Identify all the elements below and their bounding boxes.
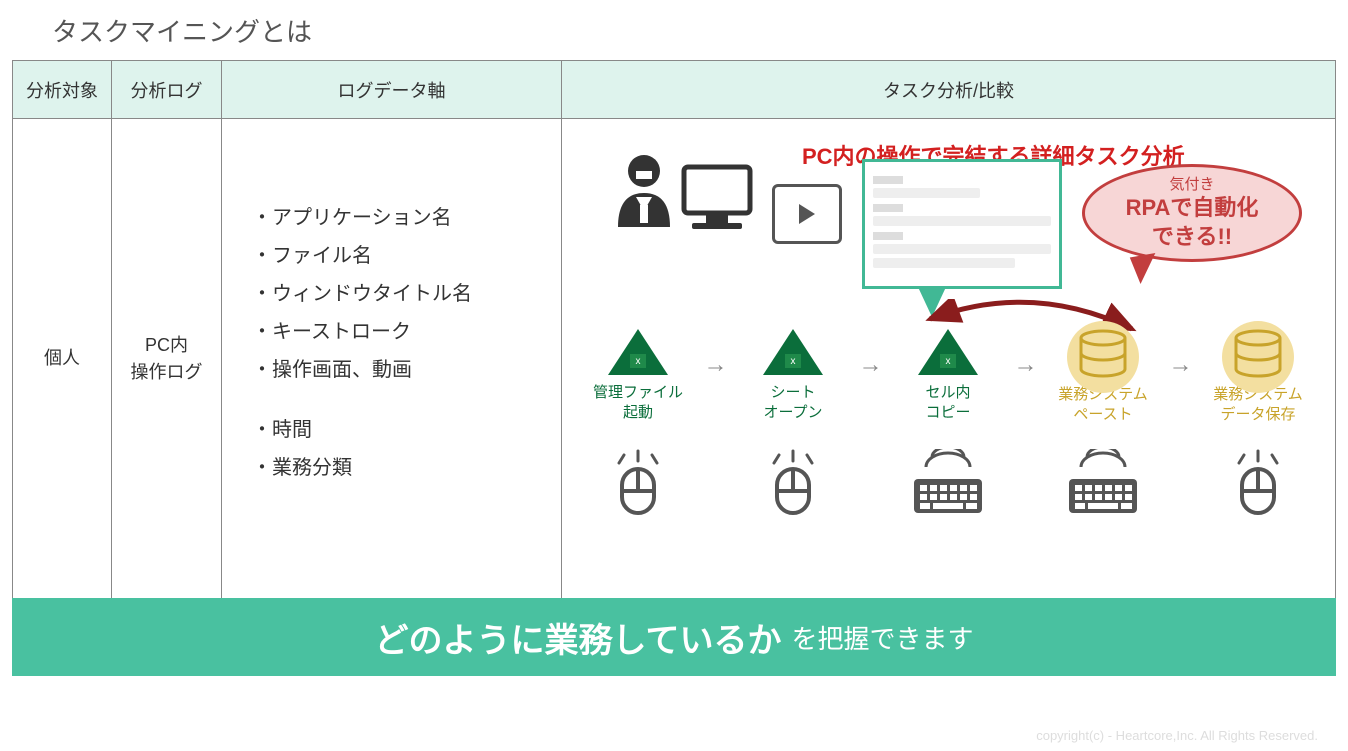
log-item: ・操作画面、動画 [252,351,541,389]
col-header-target: 分析対象 [12,61,112,119]
form-preview-icon [862,159,1062,289]
table-header-row: 分析対象 分析ログ ログデータ軸 タスク分析/比較 [12,61,1336,119]
log-item: ・業務分類 [252,449,541,487]
col-header-task-analysis: タスク分析/比較 [562,61,1336,119]
arrow-icon: → [699,351,733,379]
footer-banner: どのように業務しているか を把握できます [12,598,1336,676]
input-icons-row [578,449,1318,519]
keyboard-icon [888,449,1008,519]
log-item: ・ファイル名 [252,237,541,275]
main-table: 分析対象 分析ログ ログデータ軸 タスク分析/比較 個人 PC内 操作ログ ・ア… [12,60,1336,599]
excel-triangle-icon: x [918,329,978,375]
speech-line1: RPAで自動化 [1126,194,1259,223]
col-header-log: 分析ログ [112,61,222,119]
speech-line2: できる!! [1152,223,1232,252]
step-3: x セル内コピー [888,329,1008,425]
database-icon [1075,329,1131,379]
speech-tail-icon [1130,253,1160,285]
excel-triangle-icon: x [608,329,668,375]
speech-small: 気付き [1169,175,1214,195]
mouse-icon [578,449,698,519]
cell-target: 個人 [12,119,112,599]
copyright-text: copyright(c) - Heartcore,Inc. All Rights… [1036,728,1318,743]
arrow-icon: → [1009,351,1043,379]
log-item: ・時間 [252,411,541,449]
excel-triangle-icon: x [763,329,823,375]
arrow-icon: → [1164,351,1198,379]
cell-task-analysis: PC内の操作で完結する詳細タスク分析 [562,119,1336,599]
cell-logdata-list: ・アプリケーション名 ・ファイル名 ・ウィンドウタイトル名 ・キーストローク ・… [222,119,562,599]
database-icon [1230,329,1286,379]
step-label: シートオープン [763,383,822,425]
speech-bubble: 気付き RPAで自動化 できる!! [1082,164,1302,262]
table-body-row: 個人 PC内 操作ログ ・アプリケーション名 ・ファイル名 ・ウィンドウタイトル… [12,119,1336,599]
step-label: 管理ファイル起動 [593,383,683,425]
log-item: ・アプリケーション名 [252,199,541,237]
page-title: タスクマイニングとは [52,12,312,49]
step-5: 業務システムデータ保存 [1198,329,1318,427]
user-pc-icon [606,149,756,254]
keyboard-icon [1043,449,1163,519]
footer-main-text: どのように業務しているか [375,613,782,662]
step-1: x 管理ファイル起動 [578,329,698,425]
log-item: ・ウィンドウタイトル名 [252,275,541,313]
mouse-icon [1198,449,1318,519]
arrow-icon: → [854,351,888,379]
step-2: x シートオープン [733,329,853,425]
mouse-icon [733,449,853,519]
step-label: セル内コピー [925,383,970,425]
footer-suffix-text: を把握できます [791,619,973,656]
step-4: 業務システムペースト [1043,329,1163,427]
log-item: ・キーストローク [252,313,541,351]
form-pointer-icon [918,287,946,317]
cell-log: PC内 操作ログ [112,119,222,599]
log-list: ・アプリケーション名 ・ファイル名 ・ウィンドウタイトル名 ・キーストローク ・… [222,119,561,487]
task-panel: PC内の操作で完結する詳細タスク分析 [562,119,1335,598]
col-header-logdata-axis: ログデータ軸 [222,61,562,119]
task-steps: x 管理ファイル起動 → x シートオープン → x [578,329,1318,427]
video-icon [772,184,842,244]
